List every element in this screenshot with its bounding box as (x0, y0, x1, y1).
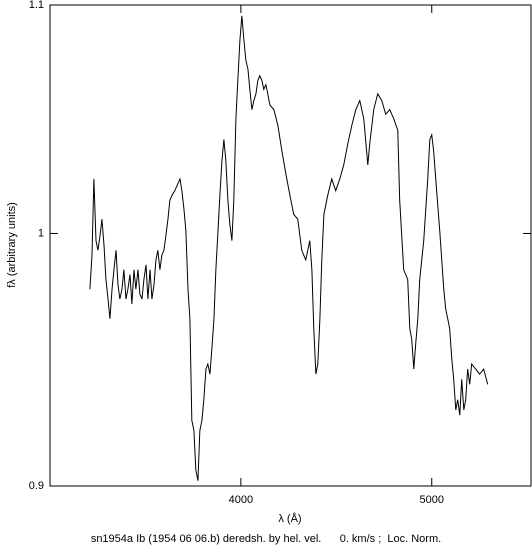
plot-frame (49, 4, 532, 487)
spectrum-line (89, 15, 489, 481)
chart-title: sn1954a Ib (1954 06 06.b) deredsh. by he… (91, 533, 441, 545)
x-tick-label: 5000 (420, 494, 444, 506)
y-tick-label: 0.9 (29, 480, 44, 492)
y-tick-label: 1.1 (29, 0, 44, 11)
y-axis-label: fλ (arbitrary units) (6, 202, 18, 288)
x-axis-label: λ (Å) (278, 512, 301, 525)
x-tick-label: 4000 (229, 494, 253, 506)
y-tick-label: 1 (38, 227, 44, 239)
